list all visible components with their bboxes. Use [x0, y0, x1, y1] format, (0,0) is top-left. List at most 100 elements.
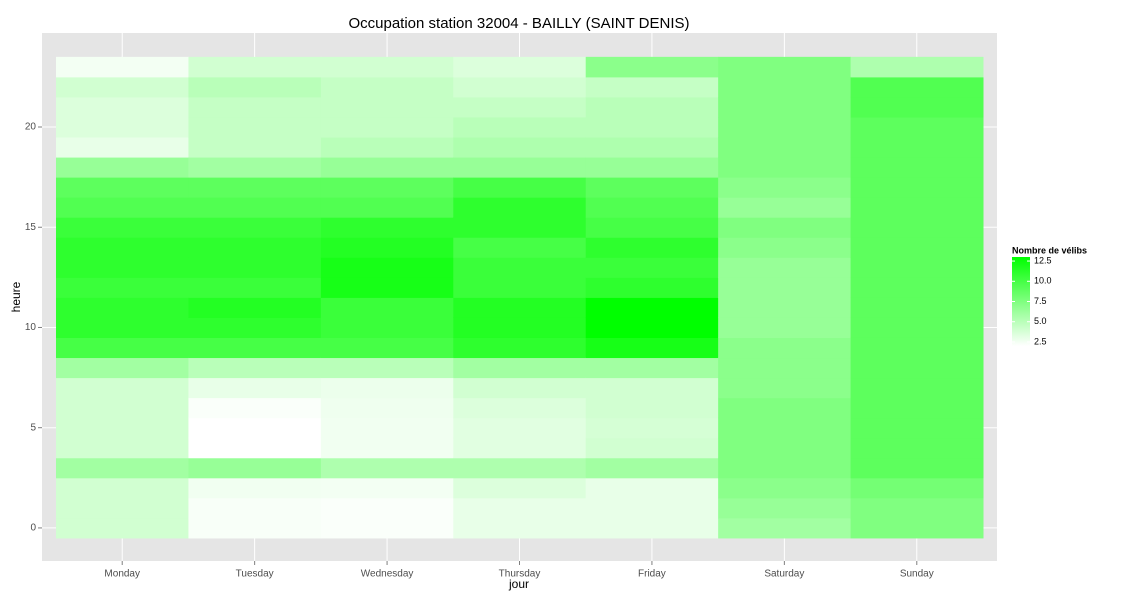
y-tick-label: 20 [25, 122, 37, 133]
heat-cell [320, 96, 454, 118]
heat-cell [188, 497, 322, 519]
heat-cell [320, 157, 454, 178]
y-axis-label: heure [9, 281, 23, 312]
heat-cell [453, 116, 587, 138]
heat-cell [56, 96, 189, 118]
heat-cell [585, 417, 719, 439]
heat-cell [718, 477, 852, 499]
heat-cell [453, 76, 587, 98]
heat-cell [718, 397, 852, 419]
heat-cell [56, 56, 189, 78]
heat-cell [850, 477, 984, 499]
heat-cell [585, 357, 719, 379]
heat-cell [453, 477, 587, 499]
heat-cell [718, 177, 852, 198]
heat-cell [56, 116, 189, 138]
heat-cell [850, 497, 984, 519]
heat-cell [585, 116, 719, 138]
y-tick-label: 10 [25, 322, 37, 333]
heat-cell [718, 197, 852, 218]
heat-cell [850, 337, 984, 359]
heat-cell [188, 357, 322, 379]
heat-cell [850, 137, 984, 158]
heat-cell [188, 76, 322, 98]
heat-cell [718, 237, 852, 258]
heat-cell [188, 116, 322, 138]
heat-cell [188, 277, 322, 298]
heat-cell [453, 257, 587, 278]
heat-cell [453, 437, 587, 459]
heat-cell [453, 357, 587, 379]
heat-cell [56, 237, 189, 258]
heat-cell [850, 96, 984, 118]
heat-cell [718, 277, 852, 298]
heat-cell [56, 437, 189, 459]
heat-cell [585, 457, 719, 479]
colorbar [1012, 257, 1030, 346]
heat-cell [850, 116, 984, 138]
heat-cell [850, 317, 984, 338]
heat-cell [585, 377, 719, 399]
heat-cell [850, 457, 984, 479]
heat-cell [718, 137, 852, 158]
heat-cell [56, 297, 189, 318]
heat-cell [718, 96, 852, 118]
heat-cell [718, 317, 852, 338]
heat-cell [718, 297, 852, 318]
heat-cell [453, 397, 587, 419]
heat-cell [320, 197, 454, 218]
heat-cell [188, 197, 322, 218]
heat-cell [320, 297, 454, 318]
heat-cell [585, 277, 719, 298]
heat-cell [56, 137, 189, 158]
heat-cell [320, 397, 454, 419]
heat-cell [56, 457, 189, 479]
heat-cell [56, 257, 189, 278]
x-tick-label: Monday [104, 569, 140, 580]
heat-cell [585, 157, 719, 178]
heat-cell [850, 437, 984, 459]
y-tick-label: 0 [30, 523, 36, 534]
heat-cell [850, 257, 984, 278]
heat-cell [320, 497, 454, 519]
heat-cell [453, 497, 587, 519]
heat-cell [56, 76, 189, 98]
heat-cell [188, 457, 322, 479]
heat-cell [188, 377, 322, 399]
heat-cell [585, 56, 719, 78]
heat-cell [453, 56, 587, 78]
heat-cell [188, 517, 322, 539]
heat-cell [850, 177, 984, 198]
heat-cell [188, 217, 322, 238]
heat-cell [585, 96, 719, 118]
heat-cell [585, 317, 719, 338]
heat-cell [320, 76, 454, 98]
x-tick-label: Tuesday [236, 569, 274, 580]
heat-cell [453, 96, 587, 118]
heat-cell [453, 377, 587, 399]
heat-cell [718, 76, 852, 98]
heat-cell [453, 517, 587, 539]
heat-cell [850, 56, 984, 78]
x-tick-label: Thursday [499, 569, 541, 580]
heat-cell [56, 277, 189, 298]
heat-cell [320, 317, 454, 338]
heat-cell [850, 297, 984, 318]
heat-cell [585, 137, 719, 158]
legend-tick-label: 2.5 [1034, 336, 1047, 346]
heat-cell [188, 56, 322, 78]
heat-cell [56, 517, 189, 539]
heat-cell [320, 437, 454, 459]
heat-cell [188, 437, 322, 459]
heat-cell [718, 257, 852, 278]
heat-cell [56, 377, 189, 399]
x-tick-label: Sunday [900, 569, 934, 580]
heat-cell [188, 157, 322, 178]
heat-cell [850, 197, 984, 218]
heat-cell [718, 517, 852, 539]
heat-cell [718, 337, 852, 359]
heat-cell [320, 116, 454, 138]
x-axis-label: jour [508, 577, 529, 591]
heat-cell [56, 497, 189, 519]
